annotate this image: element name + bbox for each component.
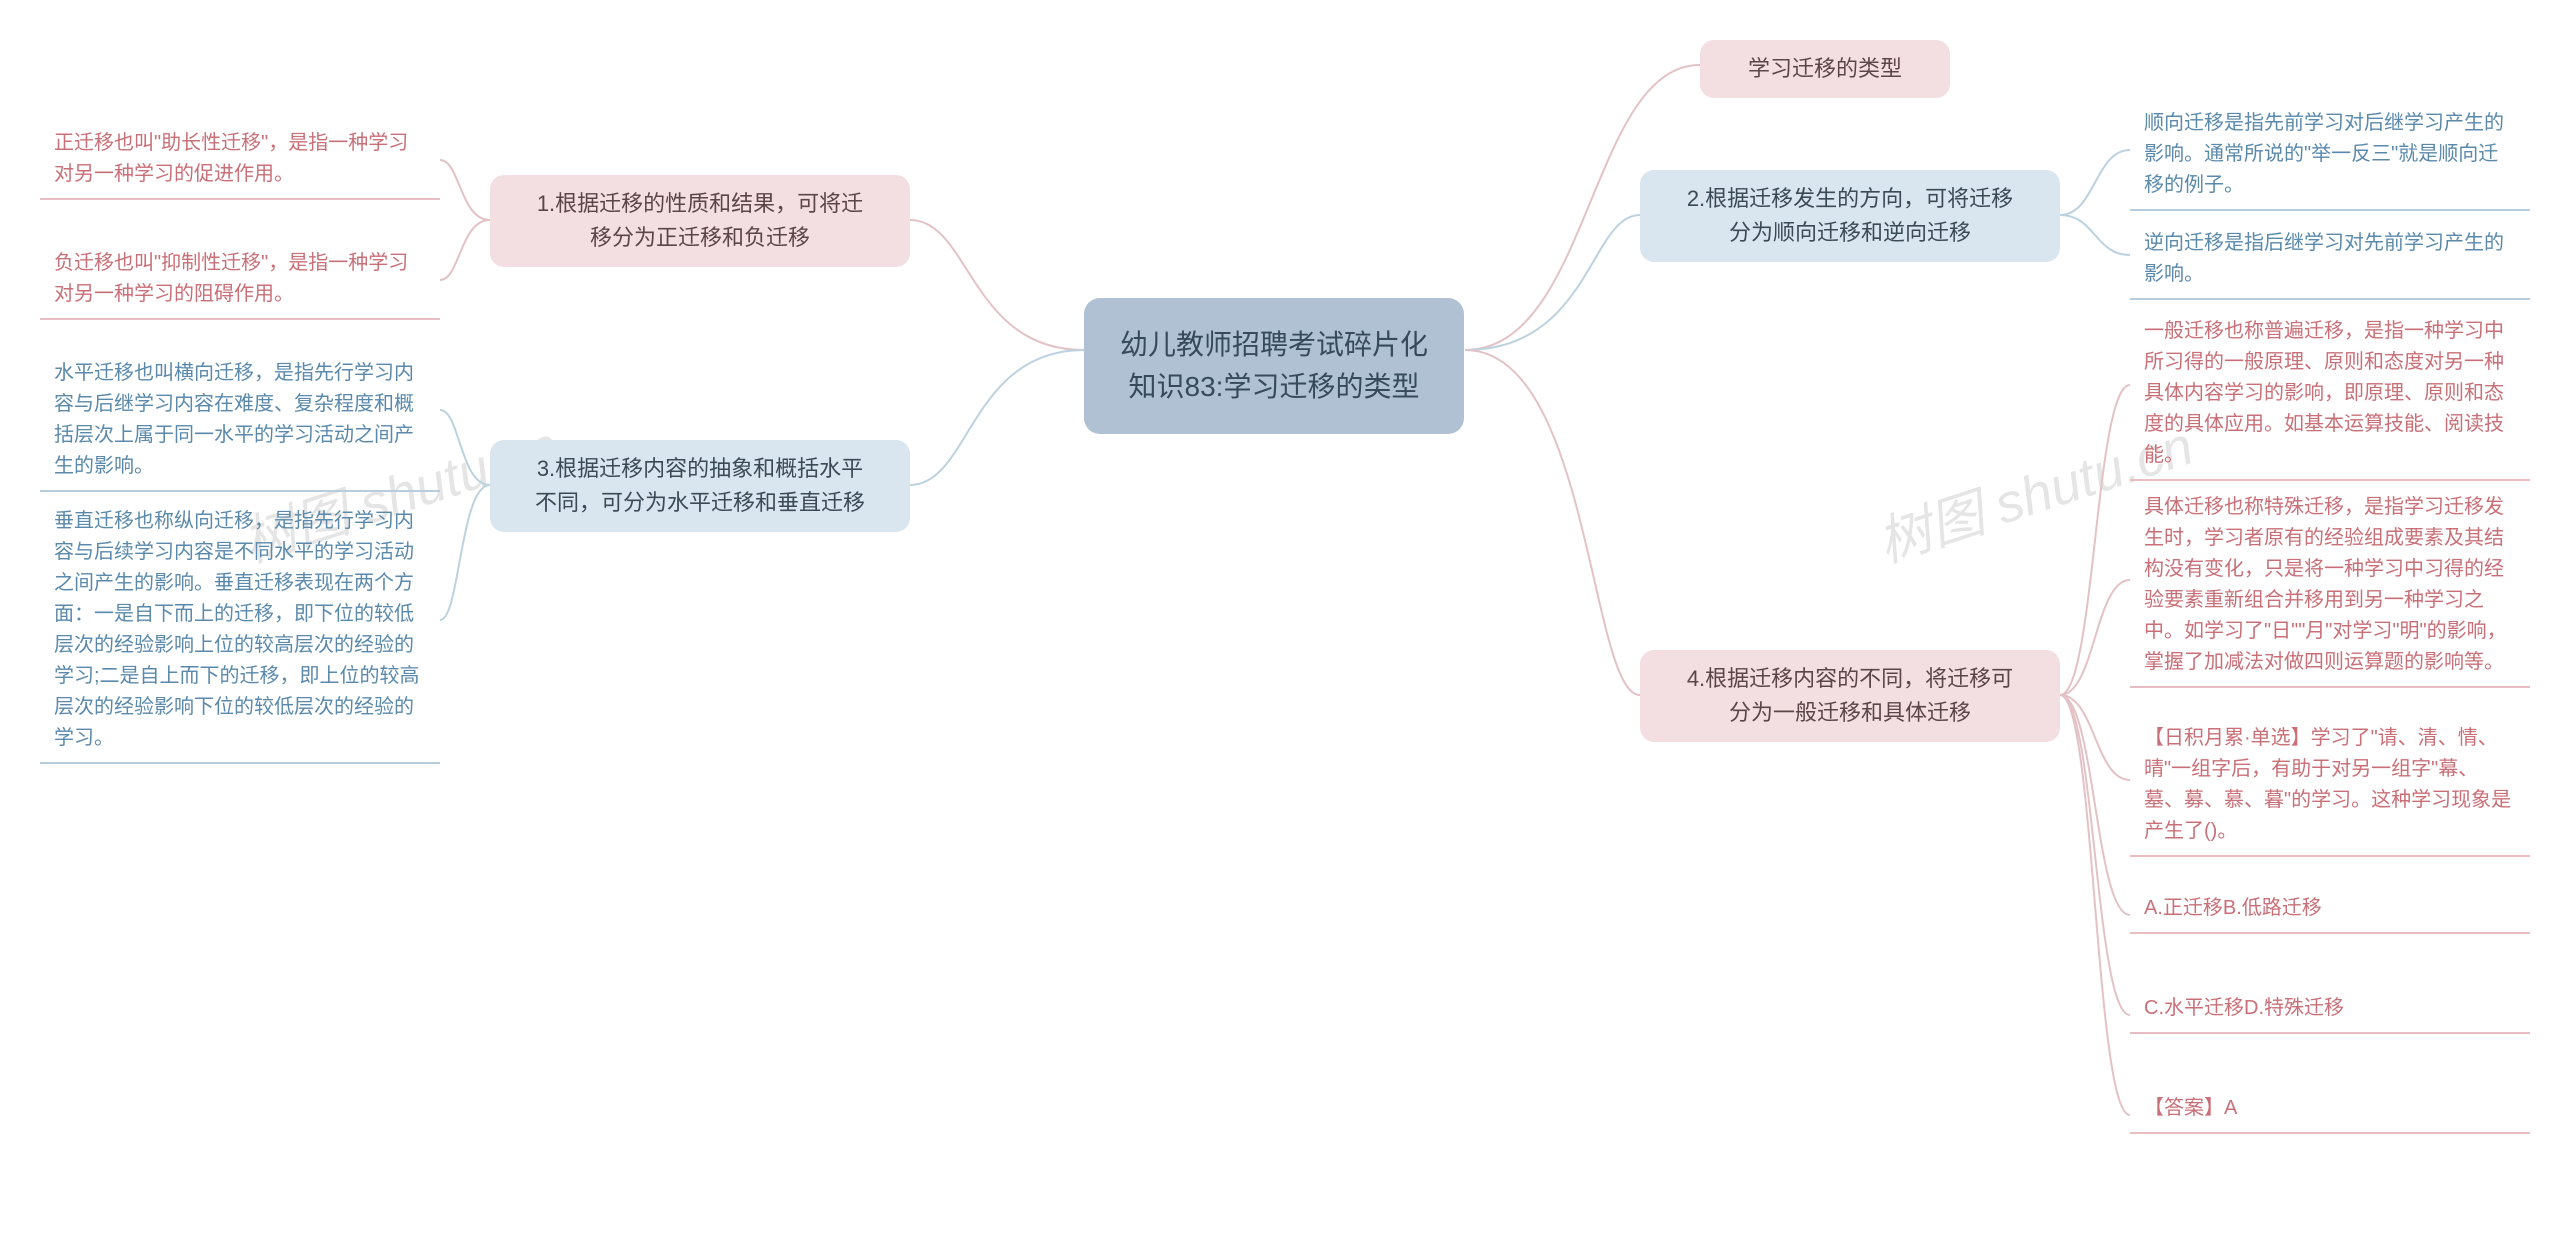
leaf-l1-0: 正迁移也叫"助长性迁移"，是指一种学习对另一种学习的促进作用。 xyxy=(40,120,440,200)
leaf-r4-0: 一般迁移也称普遍迁移，是指一种学习中所习得的一般原理、原则和态度对另一种具体内容… xyxy=(2130,308,2530,481)
leaf-r4-5: 【答案】A xyxy=(2130,1085,2530,1134)
leaf-r4-1: 具体迁移也称特殊迁移，是指学习迁移发生时，学习者原有的经验组成要素及其结构没有变… xyxy=(2130,484,2530,688)
branch-l1-line2: 移分为正迁移和负迁移 xyxy=(512,221,888,255)
leaf-r4-3: A.正迁移B.低路迁移 xyxy=(2130,885,2530,934)
branch-r2-line2: 分为顺向迁移和逆向迁移 xyxy=(1662,216,2038,250)
branch-l3-line2: 不同，可分为水平迁移和垂直迁移 xyxy=(512,486,888,520)
branch-r4-line1: 4.根据迁移内容的不同，将迁移可 xyxy=(1662,662,2038,696)
branch-l3-line1: 3.根据迁移内容的抽象和概括水平 xyxy=(512,452,888,486)
branch-l1-line1: 1.根据迁移的性质和结果，可将迁 xyxy=(512,187,888,221)
leaf-r4-2: 【日积月累·单选】学习了"请、清、情、晴"一组字后，有助于对另一组字"幕、墓、募… xyxy=(2130,715,2530,857)
branch-r2: 2.根据迁移发生的方向，可将迁移 分为顺向迁移和逆向迁移 xyxy=(1640,170,2060,262)
central-node: 幼儿教师招聘考试碎片化 知识83:学习迁移的类型 xyxy=(1084,298,1464,434)
leaf-r2-1: 逆向迁移是指后继学习对先前学习产生的影响。 xyxy=(2130,220,2530,300)
branch-l1: 1.根据迁移的性质和结果，可将迁 移分为正迁移和负迁移 xyxy=(490,175,910,267)
branch-r4-line2: 分为一般迁移和具体迁移 xyxy=(1662,696,2038,730)
leaf-r4-4: C.水平迁移D.特殊迁移 xyxy=(2130,985,2530,1034)
leaf-l3-0: 水平迁移也叫横向迁移，是指先行学习内容与后继学习内容在难度、复杂程度和概括层次上… xyxy=(40,350,440,492)
leaf-r2-0: 顺向迁移是指先前学习对后继学习产生的影响。通常所说的"举一反三"就是顺向迁移的例… xyxy=(2130,100,2530,211)
leaf-l1-1: 负迁移也叫"抑制性迁移"，是指一种学习对另一种学习的阻碍作用。 xyxy=(40,240,440,320)
central-line2: 知识83:学习迁移的类型 xyxy=(1118,366,1430,408)
branch-r0: 学习迁移的类型 xyxy=(1700,40,1950,98)
branch-l3: 3.根据迁移内容的抽象和概括水平 不同，可分为水平迁移和垂直迁移 xyxy=(490,440,910,532)
branch-r2-line1: 2.根据迁移发生的方向，可将迁移 xyxy=(1662,182,2038,216)
branch-r4: 4.根据迁移内容的不同，将迁移可 分为一般迁移和具体迁移 xyxy=(1640,650,2060,742)
leaf-l3-1: 垂直迁移也称纵向迁移，是指先行学习内容与后续学习内容是不同水平的学习活动之间产生… xyxy=(40,498,440,764)
central-line1: 幼儿教师招聘考试碎片化 xyxy=(1118,324,1430,366)
